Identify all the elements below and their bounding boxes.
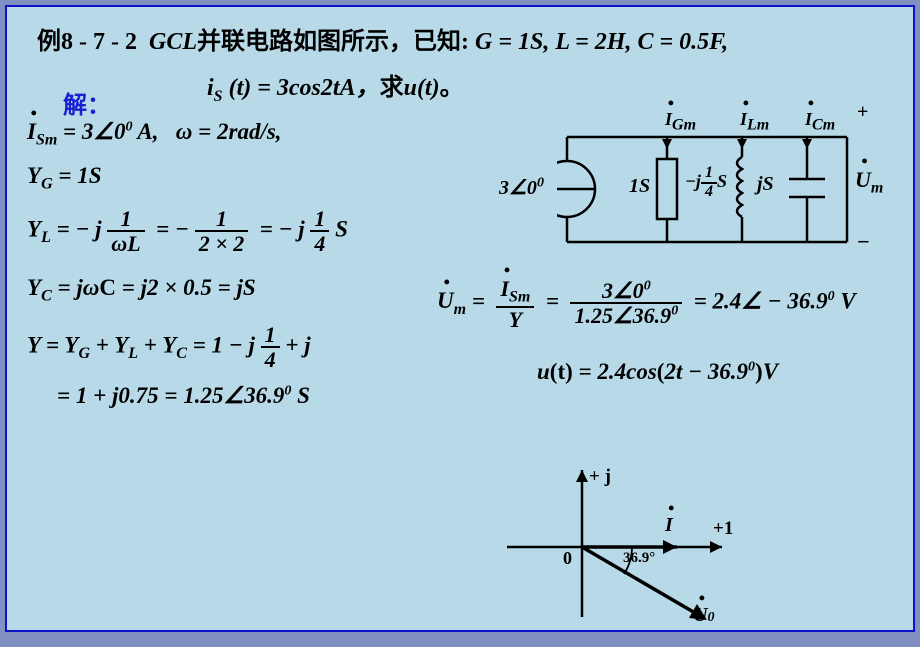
problem-statement-line2: iS (t) = 3cos2tA，求u(t)。 [207,67,464,106]
um-label: Um [855,167,883,197]
l-value: −j14S [685,165,727,201]
il-label: ILm [740,109,769,135]
eq-yl: YL = − j 1ωL = − 12 × 2 = − j 14 S [27,207,348,255]
given-values: G = 1S, L = 2H, C = 0.5F, [475,29,728,55]
problem-text: GCL [143,29,197,55]
solution-label: 解： [63,85,111,120]
real-axis-label: +1 [713,518,733,540]
u-vector-label: U0 [693,604,714,627]
minus-terminal: − [857,229,870,255]
circuit-diagram: 3∠00 1S −j14S jS IGm ILm ICm + Um − [557,107,892,257]
angle-label: 36.9° [623,550,655,567]
ig-label: IGm [665,109,696,135]
ic-label: ICm [805,109,835,135]
i-vector-label: I [665,514,673,537]
eq-yg: YG = 1S [27,163,102,194]
eq-ut: u(t) = 2.4cos(2t − 36.90)V [537,359,778,385]
plus-terminal: + [857,101,868,124]
eq-ysum1: Y = YG + YL + YC = 1 − j 14 + j [27,323,311,371]
problem-statement-line1: 例8 - 7 - 2 GCL并联电路如图所示，已知: G = 1S, L = 2… [37,21,887,56]
phasor-diagram: + j +1 I U0 36.9° 0 [497,462,747,632]
eq-ysum2: = 1 + j0.75 = 1.25∠36.90 S [57,383,310,409]
source-label: 3∠00 [499,175,544,200]
eq-ism: ISm = 3∠00 A, ω = 2rad/s, [27,119,282,150]
origin-label: 0 [563,548,572,569]
eq-yc: YC = jωC = j2 × 0.5 = jS [27,275,256,306]
j-axis-label: + j [589,466,611,488]
example-number: 例8 - 7 - 2 [37,29,137,55]
eq-um: Um = ISmY = 3∠001.25∠36.90 = 2.4∠ − 36.9… [437,275,856,331]
c-value: jS [757,173,774,196]
g-value: 1S [629,175,650,198]
